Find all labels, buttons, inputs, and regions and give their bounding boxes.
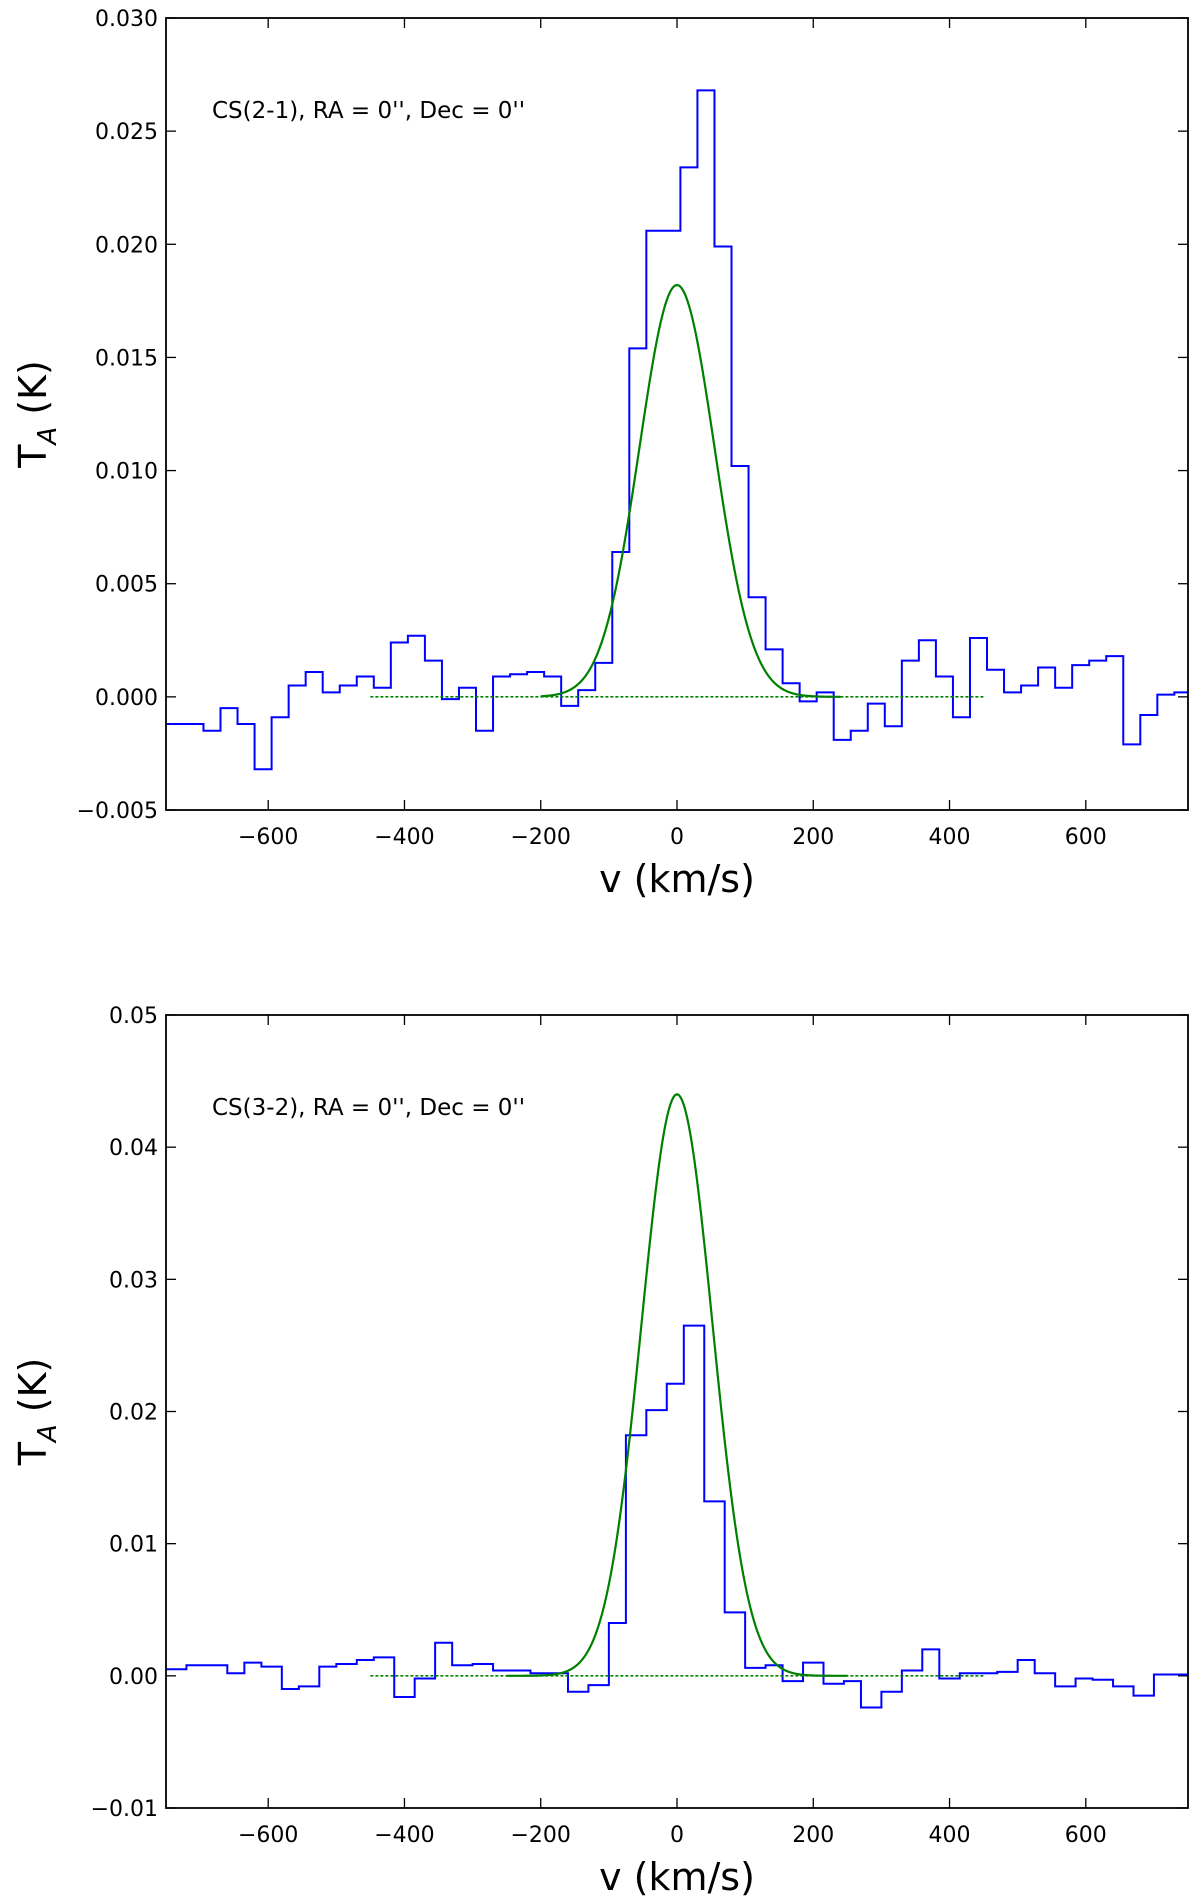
y-tick-label: 0.05 bbox=[109, 1004, 158, 1029]
gaussian-fit-curve bbox=[506, 1093, 848, 1677]
x-tick-label: −200 bbox=[511, 1823, 571, 1848]
y-tick-label: 0.015 bbox=[95, 346, 158, 371]
y-tick-label: 0.025 bbox=[95, 120, 158, 145]
x-tick-label: 600 bbox=[1065, 825, 1107, 850]
spectrum-histogram bbox=[166, 89, 1188, 771]
y-tick-label: 0.030 bbox=[95, 7, 158, 32]
spectrum-histogram bbox=[166, 1324, 1188, 1709]
x-tick-label: 200 bbox=[792, 1823, 834, 1848]
x-tick-label: 400 bbox=[929, 1823, 971, 1848]
y-tick-label: 0.005 bbox=[95, 573, 158, 598]
x-axis-label: v (km/s) bbox=[599, 857, 755, 901]
y-tick-label: 0.010 bbox=[95, 460, 158, 485]
x-tick-label: 400 bbox=[929, 825, 971, 850]
y-tick-label: 0.000 bbox=[95, 686, 158, 711]
panel-annotation: CS(2-1), RA = 0'', Dec = 0'' bbox=[212, 98, 525, 124]
cs21-spectrum-panel: −600 −400 −200 0 200 400 600 −0.005 0.000 0.005 0.… bbox=[11, 7, 1189, 901]
y-tick-label: 0.01 bbox=[109, 1533, 158, 1558]
x-tick-label: −600 bbox=[238, 1823, 298, 1848]
x-tick-label: 600 bbox=[1065, 1823, 1107, 1848]
y-axis-label-subscript: A bbox=[33, 427, 63, 447]
y-tick-label: 0.03 bbox=[109, 1268, 158, 1293]
x-tick-label: −400 bbox=[374, 825, 434, 850]
y-tick-label: 0.04 bbox=[109, 1136, 158, 1161]
y-tick-label: 0.020 bbox=[95, 233, 158, 258]
x-tick-label: 200 bbox=[792, 825, 834, 850]
x-axis-label: v (km/s) bbox=[599, 1855, 755, 1898]
gaussian-fit-curve bbox=[540, 283, 841, 698]
plot-frame bbox=[165, 17, 1189, 811]
x-tick-label: 0 bbox=[670, 1823, 684, 1848]
y-tick-label: −0.01 bbox=[91, 1797, 158, 1822]
y-tick-label: −0.005 bbox=[77, 799, 158, 824]
x-tick-label: 0 bbox=[670, 825, 684, 850]
y-axis-label-subscript: A bbox=[33, 1424, 63, 1444]
y-axis-label-main: T bbox=[11, 444, 55, 469]
y-axis-label-main: T bbox=[11, 1441, 55, 1466]
y-axis-label: TA (K) bbox=[11, 360, 63, 469]
y-axis-label: TA (K) bbox=[11, 1358, 63, 1467]
y-axis-label-unit: (K) bbox=[11, 1358, 55, 1413]
x-tick-label: −200 bbox=[511, 825, 571, 850]
x-tick-label: −400 bbox=[374, 1823, 434, 1848]
cs32-spectrum-panel: −600 −400 −200 0 200 400 600 −0.01 0.00 0.01 0.02 0… bbox=[11, 1004, 1189, 1898]
panel-annotation: CS(3-2), RA = 0'', Dec = 0'' bbox=[212, 1095, 525, 1121]
y-axis-label-unit: (K) bbox=[11, 360, 55, 415]
x-tick-label: −600 bbox=[238, 825, 298, 850]
y-tick-label: 0.00 bbox=[109, 1665, 158, 1690]
plot-frame bbox=[165, 1014, 1189, 1809]
y-tick-label: 0.02 bbox=[109, 1401, 158, 1426]
